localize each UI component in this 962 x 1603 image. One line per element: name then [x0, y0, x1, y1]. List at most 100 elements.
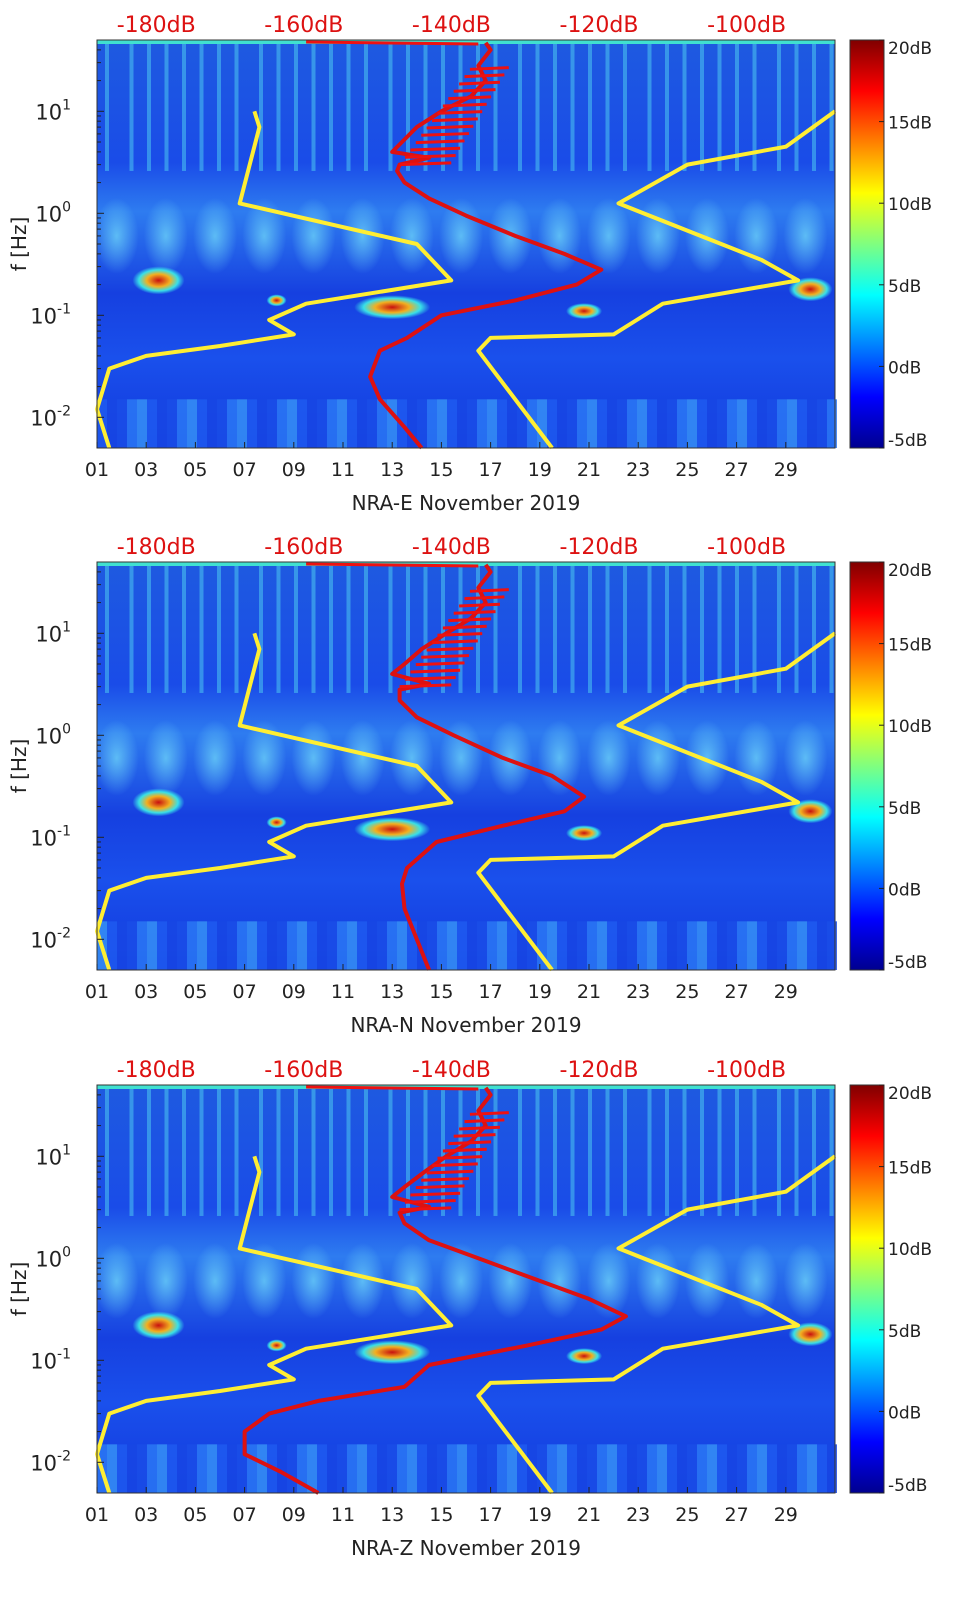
psd-stroke — [426, 124, 474, 130]
colorbar-gradient — [849, 1084, 885, 1494]
x-tick-label: 09 — [282, 459, 306, 481]
band-column — [417, 1444, 427, 1493]
band-column — [107, 399, 117, 448]
band-column — [347, 921, 357, 970]
band-column — [737, 399, 747, 448]
band-column — [137, 1444, 147, 1493]
series-line-1 — [95, 110, 454, 449]
streak — [147, 40, 151, 171]
top-axis-label: -160dB — [264, 1058, 343, 1083]
y-tick-label: 101 — [35, 97, 71, 124]
series-line-1 — [95, 1155, 454, 1494]
haze-blob — [439, 1242, 484, 1319]
microseism-haze — [94, 197, 828, 274]
psd-stroke — [437, 110, 483, 115]
peak-blob — [266, 294, 287, 307]
streak — [777, 40, 781, 171]
haze-blob — [488, 719, 533, 796]
band-column — [287, 1444, 297, 1493]
band-column — [827, 1444, 837, 1493]
streak — [535, 1085, 540, 1216]
streak — [553, 40, 557, 171]
psd-scatter — [306, 40, 509, 167]
band-column — [447, 399, 457, 448]
band-column — [517, 399, 527, 448]
streak — [605, 40, 610, 171]
peak-blob — [788, 1322, 833, 1347]
band-column — [137, 399, 147, 448]
streak — [129, 562, 134, 693]
streak — [829, 40, 834, 171]
y-tick-label: 101 — [35, 619, 71, 646]
psd-stroke — [442, 1147, 487, 1153]
streak — [364, 562, 368, 693]
band-column — [177, 399, 187, 448]
streak — [294, 40, 298, 171]
colorbar-label: 5dB — [888, 799, 921, 819]
x-tick-label: 25 — [675, 1504, 699, 1526]
streak — [388, 562, 393, 693]
colorbar: 20dB 15dB 10dB 5dB 0dB -5dB — [849, 39, 932, 451]
streak — [570, 1085, 575, 1216]
colorbar-label: 15dB — [888, 114, 932, 134]
band-column — [207, 399, 217, 448]
band-column — [377, 1444, 387, 1493]
band-column — [397, 921, 407, 970]
band-column — [127, 399, 137, 448]
band-column — [217, 1444, 227, 1493]
y-tick-label: 100 — [35, 199, 71, 226]
band-column — [347, 399, 357, 448]
psd-stroke — [448, 95, 492, 101]
band-column — [127, 921, 137, 970]
band-column — [717, 1444, 727, 1493]
psd-stroke — [431, 117, 478, 123]
colorbar-gradient — [849, 39, 885, 449]
band-column — [347, 1444, 357, 1493]
x-tick-label: 15 — [429, 1504, 453, 1526]
haze-blob — [242, 719, 287, 796]
band-column — [777, 399, 787, 448]
y-axis-title: f [Hz] — [7, 217, 31, 272]
band-column — [327, 921, 337, 970]
haze-blob — [143, 197, 188, 274]
low-frequency-band — [97, 1444, 837, 1493]
band-column — [187, 921, 197, 970]
spectrogram-panel-3: 01 03 05 07 09 11 13 15 17 19 21 23 25 27 29 NRA-Z Nove… — [7, 1058, 932, 1560]
band-column — [517, 1444, 527, 1493]
streak — [311, 562, 316, 693]
colorbar-label: 10dB — [888, 1240, 932, 1260]
colorbar-label: -5dB — [888, 953, 927, 973]
band-column — [157, 1444, 167, 1493]
band-column — [587, 1444, 597, 1493]
streak — [217, 562, 221, 693]
x-tick-label: 23 — [626, 1504, 650, 1526]
band-column — [247, 921, 257, 970]
band-column — [357, 921, 367, 970]
band-column — [797, 1444, 807, 1493]
band-column — [257, 399, 267, 448]
x-tick-label: 07 — [233, 459, 257, 481]
x-tick-label: 05 — [183, 1504, 207, 1526]
x-tick-label: 01 — [85, 981, 109, 1003]
series-line-2 — [476, 1154, 837, 1495]
band-column — [537, 921, 547, 970]
band-column — [717, 399, 727, 448]
high-frequency-streaks — [105, 562, 834, 693]
band-column — [637, 921, 647, 970]
peak-blob — [788, 799, 833, 824]
colorbar-label: 0dB — [888, 1403, 921, 1423]
band-column — [697, 399, 707, 448]
streak — [259, 40, 263, 171]
y-tick-label: 10-1 — [30, 301, 71, 328]
band-column — [177, 921, 187, 970]
band-column — [757, 399, 767, 448]
band-column — [567, 399, 577, 448]
band-column — [317, 399, 327, 448]
x-tick-label: 07 — [233, 981, 257, 1003]
y-tick-label: 10-1 — [30, 1346, 71, 1373]
band-column — [817, 399, 827, 448]
band-column — [697, 1444, 707, 1493]
band-column — [367, 1444, 377, 1493]
haze-blob — [635, 719, 680, 796]
